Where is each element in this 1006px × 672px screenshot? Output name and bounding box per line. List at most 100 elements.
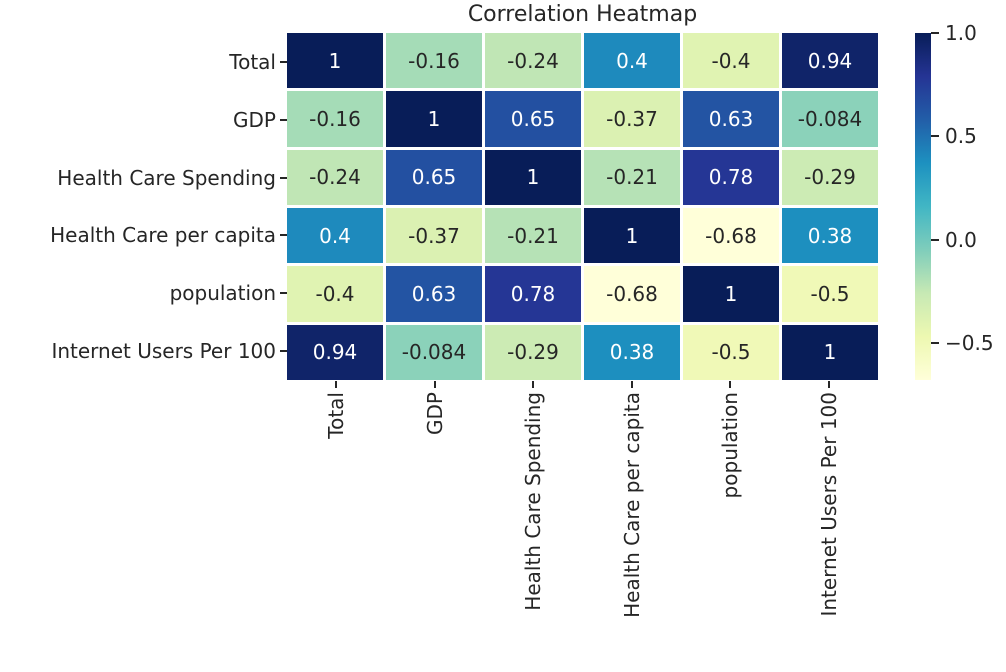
chart-title: Correlation Heatmap	[467, 2, 698, 27]
heatmap-cell: -0.16	[386, 33, 482, 89]
x-axis-label: Total	[324, 392, 349, 439]
heatmap-cell: 1	[386, 91, 482, 147]
heatmap-cell: -0.37	[386, 207, 482, 264]
heatmap-cell: -0.21	[584, 149, 680, 205]
y-axis-tick	[280, 118, 287, 121]
cell-value: 1	[328, 48, 342, 73]
x-axis-label: GDP	[422, 392, 447, 435]
cell-value: 1	[625, 223, 639, 248]
cell-value: 0.4	[319, 223, 351, 248]
cell-value: 0.78	[510, 281, 556, 306]
cell-value: -0.084	[797, 106, 863, 131]
y-axis-row: GDP	[0, 91, 287, 149]
cell-value: -0.37	[606, 106, 658, 131]
heatmap-cell: 0.65	[386, 149, 482, 205]
x-axis-label: Internet Users Per 100	[816, 392, 841, 617]
heatmap-cell: 1	[287, 33, 383, 89]
colorbar-tick-label: 1.0	[945, 21, 977, 45]
y-axis-label: population	[169, 281, 276, 306]
y-axis-row: Health Care per capita	[0, 206, 287, 264]
cell-value: 1	[823, 340, 837, 365]
colorbar-tick	[931, 238, 939, 241]
heatmap-cell: 0.78	[485, 266, 581, 322]
x-axis-labels: Total GDP Health Care Spending Health Care …	[287, 381, 878, 671]
cell-value: -0.5	[810, 281, 850, 306]
y-axis-labels: Total GDP Health Care Spending Health Care …	[0, 33, 287, 380]
heatmap-cell: 0.4	[287, 207, 383, 264]
colorbar-tick-label: 0.0	[945, 227, 977, 252]
colorbar-tick	[931, 341, 939, 344]
heatmap-cell: -0.29	[485, 324, 581, 380]
x-axis-column: Internet Users Per 100	[780, 381, 879, 671]
y-axis-tick	[280, 176, 287, 179]
heatmap-cell: -0.5	[782, 266, 878, 322]
y-axis-tick	[280, 234, 287, 237]
heatmap-cell: -0.084	[386, 324, 482, 380]
y-axis-label: Internet Users Per 100	[51, 339, 276, 364]
x-axis-label: population	[718, 392, 743, 499]
heatmap-cell: -0.21	[485, 207, 581, 264]
x-axis-tick	[433, 381, 436, 388]
cell-value: 1	[526, 165, 540, 190]
x-axis-column: Health Care per capita	[583, 381, 682, 671]
heatmap-cell: -0.5	[683, 324, 779, 380]
cell-value: -0.16	[309, 106, 361, 131]
heatmap-cell: -0.4	[683, 33, 779, 89]
heatmap-cell: 0.78	[683, 149, 779, 205]
cell-value: 1	[427, 106, 441, 131]
y-axis-tick	[280, 60, 287, 63]
cell-value: -0.29	[804, 165, 856, 190]
cell-value: -0.21	[606, 165, 658, 190]
cell-value: 0.94	[312, 340, 358, 365]
cell-value: 1	[724, 281, 738, 306]
cell-value: -0.68	[606, 281, 658, 306]
cell-value: -0.4	[711, 48, 751, 73]
cell-value: 0.38	[609, 340, 655, 365]
cell-value: -0.29	[507, 340, 559, 365]
y-axis-label: GDP	[233, 107, 276, 132]
y-axis-label: Total	[229, 49, 276, 74]
y-axis-tick	[280, 350, 287, 353]
y-axis-row: population	[0, 264, 287, 322]
heatmap-cell: -0.24	[485, 33, 581, 89]
x-axis-tick	[827, 381, 830, 388]
cell-value: -0.16	[408, 48, 460, 73]
heatmap-cell: -0.4	[287, 266, 383, 322]
heatmap-cell: 1	[584, 207, 680, 264]
heatmap-cell: 0.38	[782, 207, 878, 264]
heatmap-cell: 0.63	[683, 91, 779, 147]
cell-value: 0.4	[616, 48, 648, 73]
x-axis-column: Health Care Spending	[484, 381, 583, 671]
cell-value: 0.78	[708, 165, 754, 190]
x-axis-tick	[630, 381, 633, 388]
heatmap-cell: 1	[485, 149, 581, 205]
x-axis-tick	[729, 381, 732, 388]
heatmap-cell: -0.084	[782, 91, 878, 147]
colorbar-tick	[931, 135, 939, 138]
cell-value: -0.24	[309, 165, 361, 190]
cell-value: -0.24	[507, 48, 559, 73]
heatmap-cell: 0.94	[782, 33, 878, 89]
cell-value: 0.65	[510, 106, 556, 131]
cell-value: -0.084	[401, 340, 467, 365]
heatmap-cell: -0.68	[683, 207, 779, 264]
x-axis-tick	[532, 381, 535, 388]
colorbar-tick-label: 0.5	[945, 124, 977, 149]
heatmap-cell: -0.37	[584, 91, 680, 147]
heatmap-cell: 0.38	[584, 324, 680, 380]
cell-value: -0.4	[315, 281, 355, 306]
cell-value: -0.68	[705, 223, 757, 248]
heatmap-cell: -0.29	[782, 149, 878, 205]
y-axis-label: Health Care Spending	[57, 165, 276, 190]
heatmap-cell: 1	[782, 324, 878, 380]
x-axis-column: GDP	[386, 381, 485, 671]
heatmap-cell: -0.24	[287, 149, 383, 205]
heatmap-cell: 0.4	[584, 33, 680, 89]
cell-value: 0.38	[807, 223, 853, 248]
y-axis-row: Total	[0, 33, 287, 91]
cell-value: -0.21	[507, 223, 559, 248]
colorbar	[915, 33, 931, 380]
cell-value: -0.5	[711, 340, 751, 365]
x-axis-column: Total	[287, 381, 386, 671]
